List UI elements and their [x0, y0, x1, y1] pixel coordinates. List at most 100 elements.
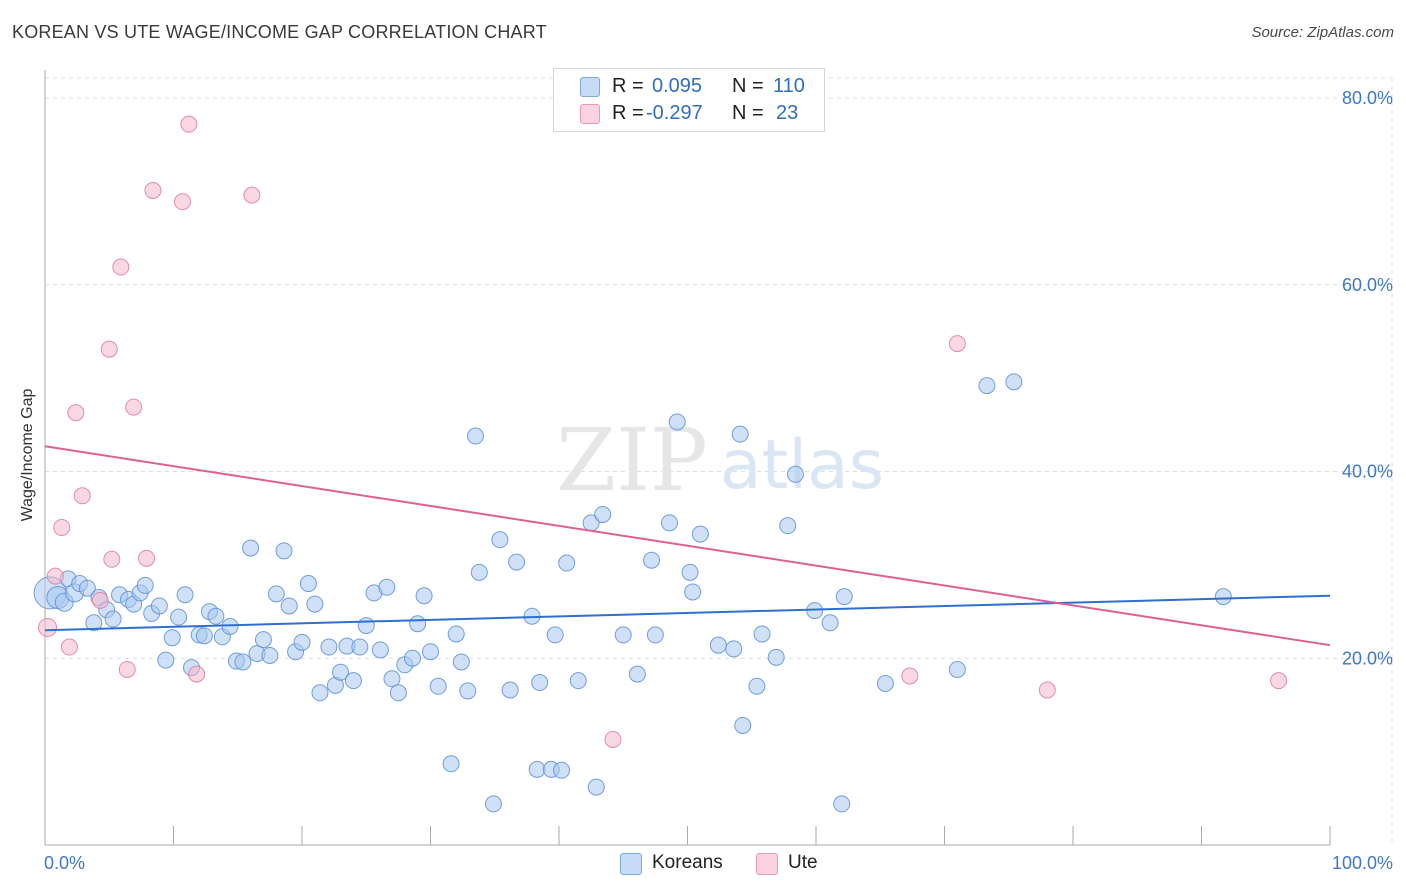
korean-point — [311, 684, 329, 702]
korean-point — [546, 626, 564, 644]
korean-point — [681, 563, 699, 581]
ute-trend-line — [44, 445, 1331, 647]
korean-point — [383, 670, 401, 688]
korean-point — [528, 760, 546, 778]
korean-point — [136, 576, 154, 594]
korean-point — [242, 539, 260, 557]
korean-point — [978, 377, 996, 395]
ute-point — [67, 404, 85, 422]
x-tick-label: 0.0% — [44, 853, 85, 873]
watermark-zip: ZIP — [556, 411, 708, 511]
legend-label-ute: Ute — [788, 852, 818, 873]
korean-point — [442, 755, 460, 773]
korean-point — [429, 677, 447, 695]
korean-point — [344, 672, 362, 690]
y-tick-label: 60.0% — [1342, 275, 1393, 295]
ute-point — [91, 591, 109, 609]
ute-point — [948, 335, 966, 353]
legend-swatch-ute — [580, 104, 600, 124]
korean-point — [195, 627, 213, 645]
korean-point — [835, 588, 853, 606]
ute-point — [46, 567, 64, 585]
chart-source: Source: ZipAtlas.com — [1251, 24, 1394, 41]
ute-point — [100, 340, 118, 358]
legend-r-label: R = — [612, 102, 644, 124]
korean-point — [176, 586, 194, 604]
korean-point — [389, 684, 407, 702]
korean-point — [275, 542, 293, 560]
korean-point — [668, 413, 686, 431]
korean-point — [553, 761, 571, 779]
korean-point — [104, 610, 122, 628]
ute-point — [125, 398, 143, 416]
korean-point — [332, 663, 350, 681]
korean-point — [558, 554, 576, 572]
korean-point — [661, 514, 679, 532]
korean-point — [207, 607, 225, 625]
ute-point — [38, 617, 58, 637]
y-tick-label: 20.0% — [1342, 648, 1393, 668]
ute-point — [144, 181, 162, 199]
x-tick-label: 100.0% — [1332, 853, 1393, 873]
korean-trend-line — [44, 594, 1331, 632]
korean-point — [404, 649, 422, 667]
ute-point — [138, 549, 156, 567]
korean-point — [299, 575, 317, 593]
korean-point — [779, 517, 797, 535]
korean-point — [484, 795, 502, 813]
korean-point — [508, 553, 526, 571]
ute-point — [604, 730, 622, 748]
legend-swatch-koreans — [620, 853, 642, 875]
korean-point — [587, 778, 605, 796]
legend-swatch-ute — [756, 853, 778, 875]
korean-point — [447, 625, 465, 643]
legend-r-value-ute: -0.297 — [646, 102, 703, 124]
korean-point — [422, 643, 439, 661]
korean-point — [725, 640, 743, 658]
legend-n-label: N = — [732, 75, 764, 97]
korean-point — [221, 618, 239, 636]
korean-point — [501, 681, 519, 699]
trend-lines — [44, 445, 1331, 647]
tick-labels: 20.0% 40.0% 60.0% 80.0% 0.0% 100.0% — [44, 88, 1393, 873]
ute-point — [173, 193, 191, 211]
axes — [44, 70, 1331, 846]
ute-point — [118, 660, 136, 678]
korean-point — [466, 427, 484, 445]
korean-point — [734, 716, 752, 734]
korean-point — [569, 672, 587, 690]
korean-point — [731, 425, 749, 443]
ute-point — [901, 667, 919, 685]
legend-n-value-ute: 23 — [776, 102, 799, 124]
legend-label-koreans: Koreans — [652, 852, 723, 873]
korean-point — [491, 531, 509, 549]
korean-point — [691, 525, 709, 543]
legend-swatch-koreans — [580, 77, 600, 97]
ute-point — [180, 115, 198, 133]
korean-point — [531, 674, 549, 692]
korean-point — [267, 585, 285, 603]
legend-r-value-koreans: 0.095 — [652, 75, 703, 97]
korean-point — [78, 579, 96, 597]
korean-point — [594, 505, 612, 523]
legend-n-label: N = — [732, 102, 764, 124]
korean-point — [371, 641, 389, 659]
ute-point — [243, 186, 261, 204]
korean-point — [234, 653, 252, 671]
y-tick-label: 80.0% — [1342, 88, 1393, 108]
korean-point — [646, 626, 664, 644]
korean-point — [684, 583, 702, 601]
watermark-atlas: atlas — [720, 426, 884, 505]
korean-point — [1214, 588, 1232, 606]
korean-point — [948, 660, 966, 678]
korean-point — [157, 651, 175, 669]
ute-point — [103, 550, 121, 568]
korean-point — [261, 646, 279, 664]
korean-point — [163, 629, 181, 647]
korean-point — [748, 677, 766, 695]
korean-point — [452, 653, 470, 671]
korean-point — [357, 617, 375, 635]
korean-point — [280, 597, 298, 615]
korean-point — [320, 638, 338, 656]
